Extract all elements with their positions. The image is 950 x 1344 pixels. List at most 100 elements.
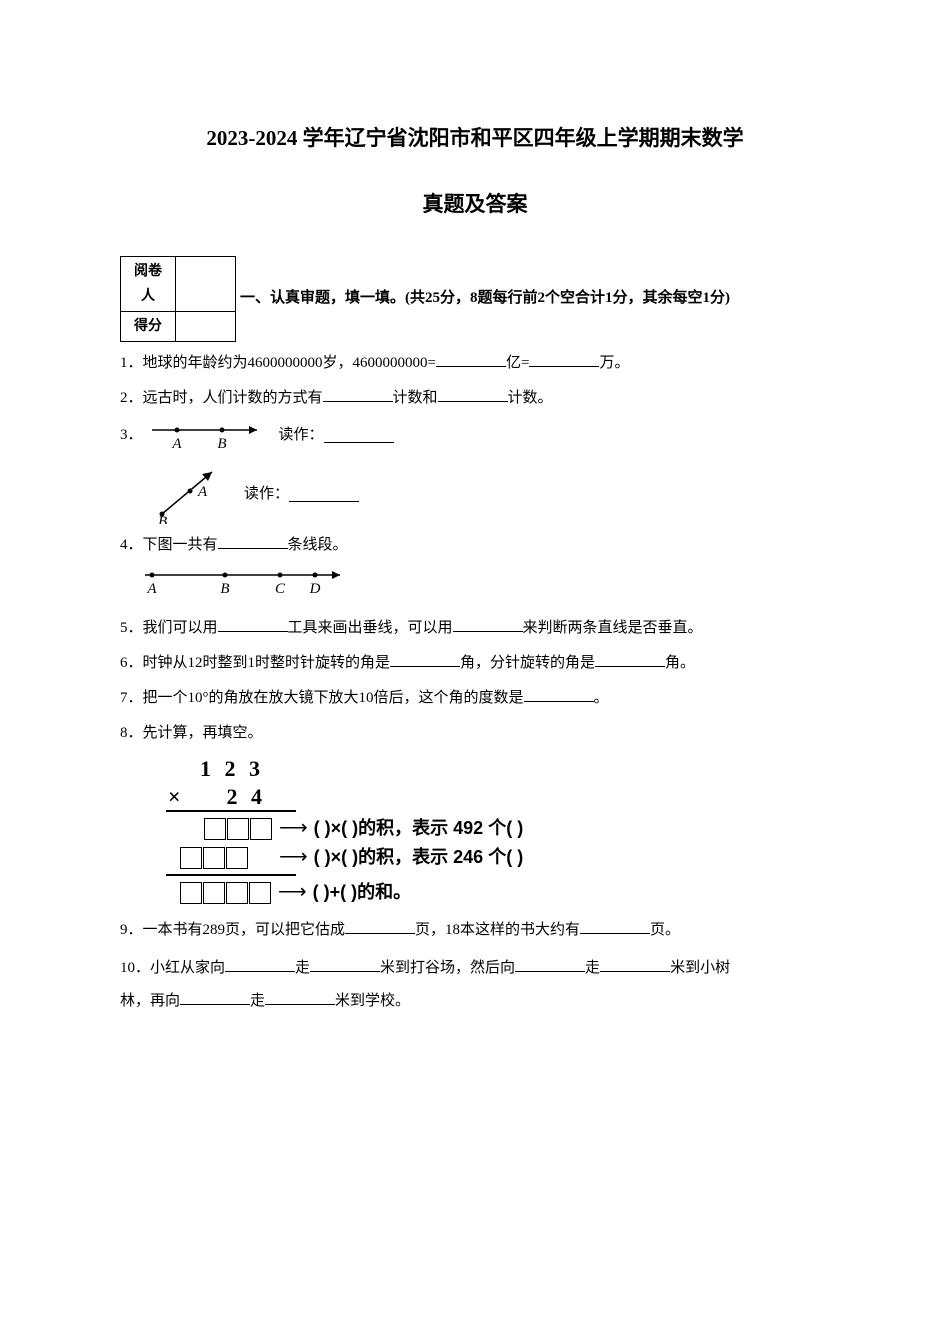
q6-text-3: 角。: [665, 655, 695, 671]
multiplication-calc: 1 2 3 × 2 4 ⟶ ( )×( )的积，表示 492 个( ) ⟶ ( …: [160, 755, 523, 909]
section-header: 阅卷人 得分 一、认真审题，填一填。(共25分，8题每行前2个空合计1分，其余每…: [120, 256, 830, 343]
svg-text:A: A: [171, 436, 182, 450]
arrow-icon: ⟶: [279, 845, 308, 870]
mult-line-1: [166, 810, 296, 812]
q6-blank-2: [595, 651, 665, 667]
q3-blank-2: [289, 486, 359, 502]
q3-label-1: 读作：: [279, 422, 324, 449]
q6-blank-1: [390, 651, 460, 667]
calc-box: [204, 818, 226, 840]
question-6: 6．时钟从12时整到1时整时针旋转的角是 角，分针旋转的角是 角。: [120, 650, 830, 677]
q10-line2-text-3: 米到学校。: [335, 993, 410, 1009]
mult-num2: 2 4: [181, 783, 267, 811]
calc-box: [203, 882, 225, 904]
q10-blank-1: [225, 956, 295, 972]
score-label-score: 得分: [121, 311, 176, 341]
q4-text-2: 条线段。: [288, 537, 348, 553]
svg-text:D: D: [309, 581, 321, 597]
q5-blank-2: [453, 616, 523, 632]
q3-ray-diagram-2: A B: [152, 464, 232, 524]
q10-text-3: 米到打谷场，然后向: [380, 960, 515, 976]
svg-text:A: A: [146, 581, 157, 597]
question-2: 2．远古时，人们计数的方式有 计数和 计数。: [120, 385, 830, 412]
q5-text-2: 工具来画出垂线，可以用: [288, 620, 453, 636]
section-1-heading: 一、认真审题，填一填。(共25分，8题每行前2个空合计1分，其余每空1分): [240, 285, 730, 312]
q8-line3: ( )+( )的和。: [313, 881, 412, 904]
question-7: 7．把一个10°的角放在放大镜下放大10倍后，这个角的度数是 。: [120, 685, 830, 712]
page-title: 2023-2024 学年辽宁省沈阳市和平区四年级上学期期末数学: [120, 120, 830, 158]
q2-blank-2: [438, 386, 508, 402]
question-1: 1．地球的年龄约为4600000000岁，4600000000= 亿= 万。: [120, 350, 830, 377]
q7-text-1: 7．把一个10°的角放在放大镜下放大10倍后，这个角的度数是: [120, 690, 524, 706]
q10-text-2: 走: [295, 960, 310, 976]
q3-num: 3．: [120, 422, 143, 449]
q10-line2-text-1: 林，再向: [120, 993, 180, 1009]
q8-line1: ( )×( )的积，表示 492 个( ): [314, 817, 524, 840]
calc-box: [203, 847, 225, 869]
score-label-grader: 阅卷人: [121, 256, 176, 311]
q10-text-5: 米到小树: [670, 960, 730, 976]
q1-text-2: 亿=: [506, 355, 529, 371]
question-3: 3． A B 读作： A B 读作：: [120, 420, 830, 524]
svg-text:B: B: [158, 514, 167, 524]
q1-blank-2: [529, 351, 599, 367]
calc-box: [226, 882, 248, 904]
svg-text:B: B: [217, 436, 226, 450]
q10-blank-5: [180, 989, 250, 1005]
q1-text-1: 1．地球的年龄约为4600000000岁，4600000000=: [120, 355, 436, 371]
q10-text-1: 10．小红从家向: [120, 960, 225, 976]
q2-text-3: 计数。: [508, 390, 553, 406]
score-value-grader: [176, 256, 236, 311]
calc-box: [180, 882, 202, 904]
q9-text-2: 页，18本这样的书大约有: [415, 922, 580, 938]
score-value-score: [176, 311, 236, 341]
q3-label-2: 读作：: [244, 481, 289, 508]
calc-box: [180, 847, 202, 869]
q10-blank-3: [515, 956, 585, 972]
q8-line2: ( )×( )的积，表示 246 个( ): [314, 846, 524, 869]
mult-num1: 1 2 3: [160, 755, 523, 783]
q10-blank-2: [310, 956, 380, 972]
q6-text-2: 角，分针旋转的角是: [460, 655, 595, 671]
q9-blank-1: [345, 918, 415, 934]
question-9: 9．一本书有289页，可以把它估成 页，18本这样的书大约有 页。: [120, 917, 830, 944]
calc-box: [226, 847, 248, 869]
mult-line-2: [166, 874, 296, 876]
arrow-icon: ⟶: [278, 880, 307, 905]
q9-text-1: 9．一本书有289页，可以把它估成: [120, 922, 345, 938]
q9-text-3: 页。: [650, 922, 680, 938]
q5-blank-1: [218, 616, 288, 632]
score-table: 阅卷人 得分: [120, 256, 236, 343]
question-8: 8．先计算，再填空。 1 2 3 × 2 4 ⟶ ( )×( )的积，表示 49…: [120, 720, 830, 909]
page-subtitle: 真题及答案: [120, 186, 830, 224]
q6-text-1: 6．时钟从12时整到1时整时针旋转的角是: [120, 655, 390, 671]
q3-ray-diagram-1: A B: [147, 420, 267, 450]
q4-line-diagram: A B C D: [140, 567, 350, 597]
q1-blank-1: [436, 351, 506, 367]
q4-blank-1: [218, 533, 288, 549]
q3-blank-1: [324, 427, 394, 443]
q4-text-1: 4．下图一共有: [120, 537, 218, 553]
q8-prefix: 8．先计算，再填空。: [120, 725, 263, 741]
question-4: 4．下图一共有 条线段。 A B C D: [120, 532, 830, 607]
q2-blank-1: [323, 386, 393, 402]
mult-times: ×: [160, 783, 181, 811]
q2-text-2: 计数和: [393, 390, 438, 406]
q5-text-3: 来判断两条直线是否垂直。: [523, 620, 703, 636]
question-10: 10．小红从家向走米到打谷场，然后向走米到小树 林，再向走米到学校。: [120, 952, 830, 1018]
q10-line2-text-2: 走: [250, 993, 265, 1009]
svg-text:B: B: [220, 581, 229, 597]
q7-blank-1: [524, 686, 594, 702]
calc-box: [227, 818, 249, 840]
q10-blank-4: [600, 956, 670, 972]
calc-box: [249, 882, 271, 904]
question-5: 5．我们可以用工具来画出垂线，可以用来判断两条直线是否垂直。: [120, 615, 830, 642]
arrow-icon: ⟶: [279, 816, 308, 841]
q2-text-1: 2．远古时，人们计数的方式有: [120, 390, 323, 406]
q10-text-4: 走: [585, 960, 600, 976]
q9-blank-2: [580, 918, 650, 934]
q7-text-2: 。: [594, 690, 609, 706]
svg-text:C: C: [275, 581, 286, 597]
svg-text:A: A: [197, 484, 208, 500]
q1-text-3: 万。: [599, 355, 629, 371]
